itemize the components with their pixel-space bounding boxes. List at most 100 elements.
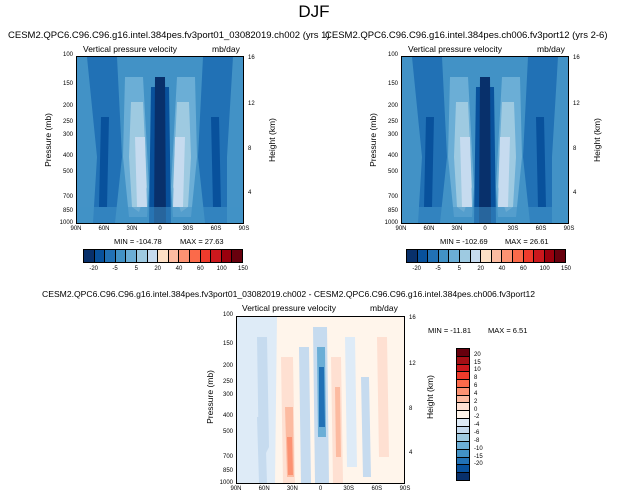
panel-3-max: MAX = 6.51 bbox=[488, 326, 528, 335]
panel-2-colorbar-swatch bbox=[481, 250, 492, 262]
panel-2-x-tick: 30N bbox=[451, 226, 463, 232]
panel-1-x-tick: 90N bbox=[70, 226, 82, 232]
panel-1-colorbar bbox=[83, 249, 243, 263]
panel-2-colorbar-swatch bbox=[428, 250, 439, 262]
panel-3-y2-tick: 4 bbox=[409, 449, 413, 456]
panel-3-colorbar-swatch bbox=[457, 465, 469, 474]
panel-2-y2-tick: 12 bbox=[573, 100, 580, 107]
panel-1-colorbar-swatch bbox=[168, 250, 180, 262]
panel-3-x-tick: 60N bbox=[258, 486, 270, 492]
panel-3-x-tick: 60S bbox=[371, 486, 383, 492]
panel-3-colorbar bbox=[456, 348, 470, 481]
panel-2-x-tick: 30S bbox=[507, 226, 519, 232]
panel-1-colorbar-swatch bbox=[211, 250, 222, 262]
panel-3-y-tick: 100 bbox=[222, 312, 233, 318]
panel-3-y-tick: 1000 bbox=[219, 480, 233, 486]
panel-2-y2-tick: 16 bbox=[573, 55, 580, 62]
panel-2-colorbar-label: -5 bbox=[435, 266, 441, 272]
panel-2-x-tick: 60N bbox=[423, 226, 435, 232]
panel-1-x-tick: 60S bbox=[210, 226, 222, 232]
panel-3-y-tick: 850 bbox=[222, 468, 233, 475]
panel-3-colorbar-swatch bbox=[457, 442, 469, 450]
panel-1-x-tick: 0 bbox=[158, 226, 162, 232]
panel-2-y-tick: 850 bbox=[387, 208, 398, 215]
panel-3-colorbar-swatch bbox=[457, 356, 469, 365]
panel-1-colorbar-swatch bbox=[200, 250, 212, 262]
panel-2-max: MAX = 26.61 bbox=[505, 237, 549, 246]
panel-1-colorbar-label: 5 bbox=[134, 266, 138, 272]
panel-1-colorbar-label: 20 bbox=[154, 266, 161, 272]
panel-2-colorbar-label: 40 bbox=[498, 266, 506, 272]
panel-2-x-tick: 60S bbox=[535, 226, 547, 232]
panel-3-y-tick: 700 bbox=[222, 453, 233, 460]
panel-3-colorbar-label: -2 bbox=[474, 414, 480, 421]
panel-2-colorbar-swatch bbox=[470, 250, 482, 262]
panel-3-colorbar-label: -6 bbox=[474, 430, 480, 437]
panel-1-plot bbox=[76, 56, 244, 224]
panel-2-y-tick: 500 bbox=[387, 169, 398, 176]
panel-3-y-tick: 500 bbox=[222, 429, 233, 436]
panel-3-colorbar-swatch bbox=[457, 434, 469, 443]
panel-2-colorbar-label: 5 bbox=[457, 266, 461, 272]
panel-2-colorbar-swatch bbox=[438, 250, 450, 262]
panel-1-x-tick: 60N bbox=[98, 226, 110, 232]
panel-2-colorbar-swatch bbox=[407, 250, 418, 262]
panel-3-colorbar-swatch bbox=[457, 418, 469, 427]
panel-1-colorbar-swatch bbox=[147, 250, 159, 262]
panel-3-colorbar-swatch bbox=[457, 403, 469, 412]
panel-1-field bbox=[77, 57, 243, 223]
panel-3-y-tick: 200 bbox=[222, 362, 233, 369]
panel-3-colorbar-swatch bbox=[457, 395, 469, 404]
page-title: DJF bbox=[298, 2, 330, 21]
panel-1-y2-tick: 4 bbox=[248, 189, 252, 196]
panel-1-colorbar-label: 60 bbox=[196, 266, 204, 272]
panel-3-colorbar-swatch bbox=[457, 349, 469, 357]
panel-1-colorbar-label: -5 bbox=[112, 266, 118, 272]
panel-2-colorbar-swatch bbox=[491, 250, 503, 262]
panel-3-x-tick: 0 bbox=[318, 486, 323, 492]
panel-3-colorbar-label: -4 bbox=[474, 422, 480, 429]
panel-1-y-tick: 200 bbox=[62, 102, 73, 109]
panel-1-colorbar-swatch bbox=[189, 250, 201, 262]
panel-3-colorbar-swatch bbox=[457, 387, 469, 396]
panel-1-y-tick: 700 bbox=[62, 193, 73, 200]
panel-1-y2label: Height (km) bbox=[267, 118, 277, 162]
panel-1-x-tick: 30N bbox=[126, 226, 138, 232]
panel-3-colorbar-swatch bbox=[457, 372, 469, 381]
panel-2-colorbar-swatch bbox=[502, 250, 513, 262]
panel-3-y-tick: 400 bbox=[222, 413, 233, 420]
panel-1-y-tick: 300 bbox=[62, 132, 73, 139]
panel-3-colorbar-label: -20 bbox=[474, 461, 483, 468]
panel-3-colorbar-label: 15 bbox=[474, 359, 481, 366]
panel-2-colorbar bbox=[406, 249, 566, 263]
panel-3-colorbar-label: -8 bbox=[474, 437, 480, 444]
panel-3-colorbar-swatch bbox=[457, 449, 469, 458]
panel-1-colorbar-swatch bbox=[115, 250, 127, 262]
panel-1-colorbar-swatch bbox=[84, 250, 95, 262]
panel-2-y-tick: 400 bbox=[387, 153, 398, 160]
panel-2-right-string: mb/day bbox=[537, 44, 565, 54]
panel-2-y-tick: 700 bbox=[387, 193, 398, 200]
panel-1-colorbar-swatch bbox=[221, 250, 233, 262]
panel-2-y-tick: 250 bbox=[387, 118, 398, 125]
panel-1-y-tick: 1000 bbox=[59, 220, 73, 226]
panel-3-colorbar-swatch bbox=[457, 426, 469, 435]
panel-2-x-tick: 90S bbox=[563, 226, 575, 232]
panel-1-colorbar-swatch bbox=[126, 250, 137, 262]
panel-1-x-tick: 90S bbox=[238, 226, 250, 232]
panel-1-min: MIN = -104.78 bbox=[114, 237, 162, 246]
panel-2-y2label: Height (km) bbox=[592, 118, 602, 162]
panel-2-field bbox=[402, 57, 568, 223]
panel-1-colorbar-swatch bbox=[158, 250, 169, 262]
panel-1-y-tick: 850 bbox=[62, 208, 73, 215]
panel-3-field bbox=[237, 317, 404, 483]
panel-2-y2-tick: 4 bbox=[573, 189, 577, 196]
panel-3-left-string: Vertical pressure velocity bbox=[242, 303, 337, 313]
panel-1-colorbar-swatch bbox=[136, 250, 148, 262]
panel-1-colorbar-swatch bbox=[105, 250, 116, 262]
panel-1-y2-tick: 16 bbox=[248, 55, 255, 62]
panel-3-y2-tick: 12 bbox=[409, 360, 416, 367]
panel-1-y-tick: 100 bbox=[62, 52, 73, 58]
panel-3-colorbar-label: -15 bbox=[474, 453, 483, 460]
panel-3-min: MIN = -11.81 bbox=[428, 326, 472, 335]
